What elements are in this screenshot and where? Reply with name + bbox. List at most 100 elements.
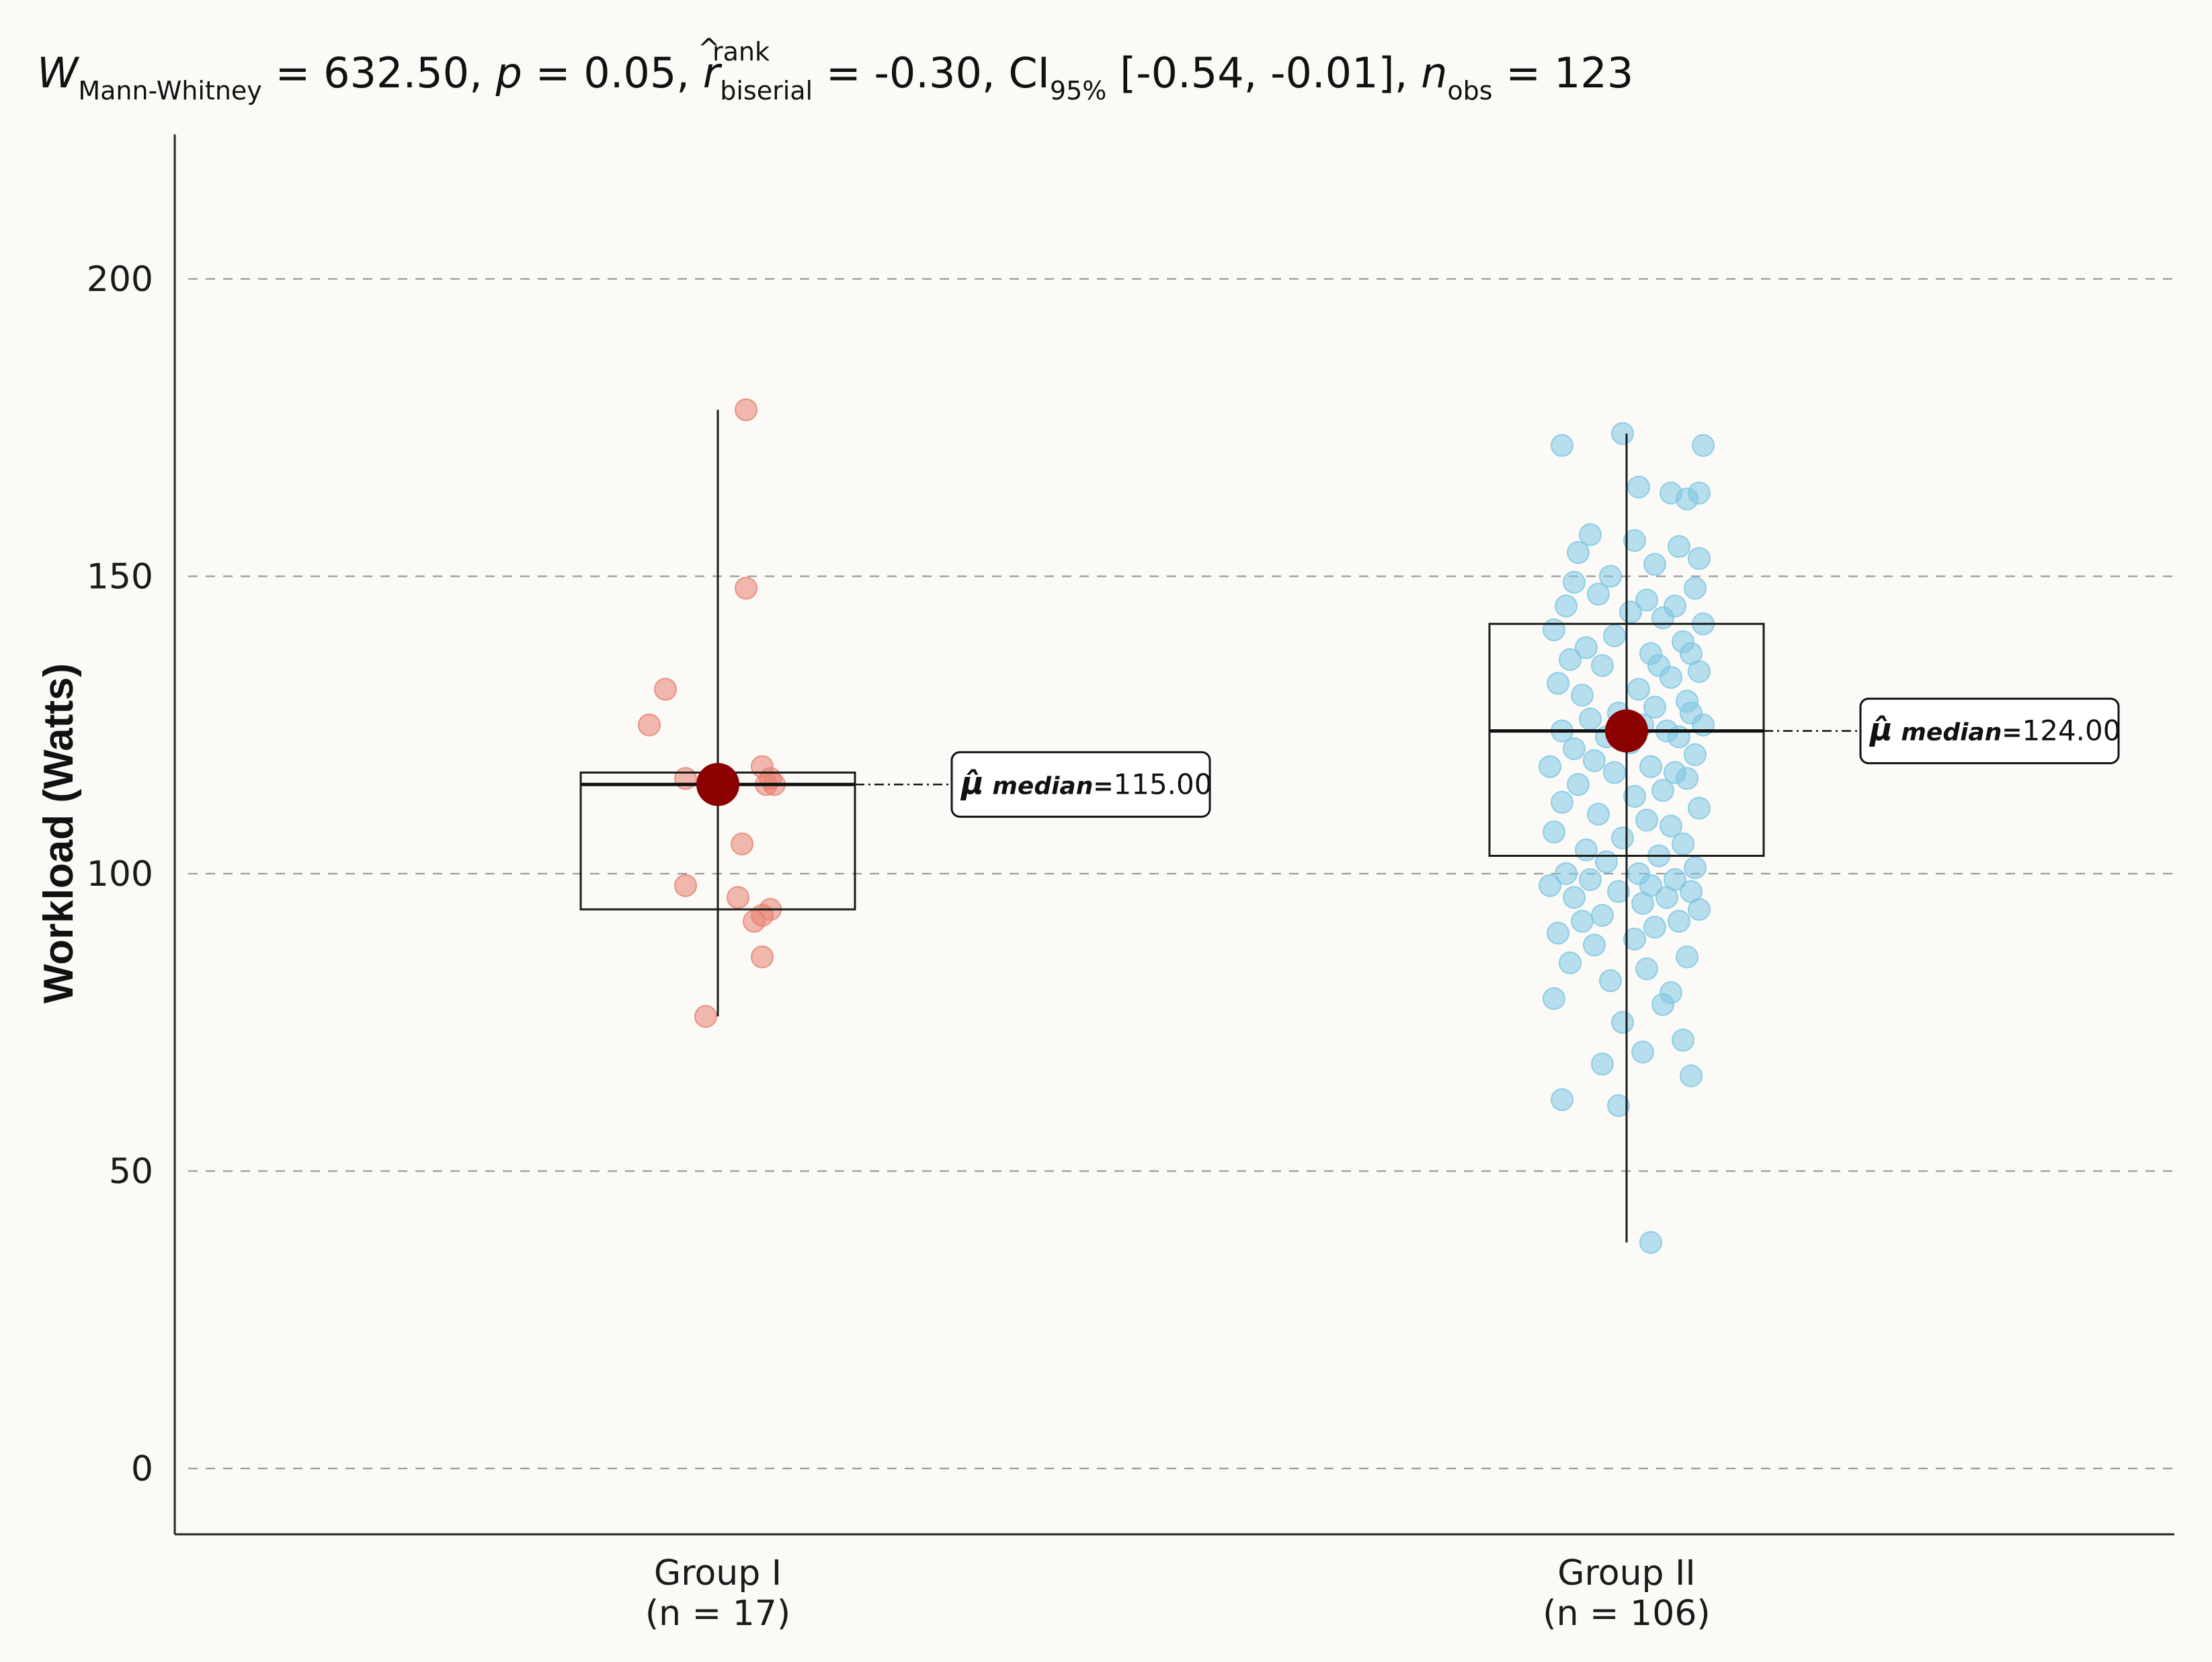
- x-label-group-2-n: (n = 106): [1543, 1593, 1710, 1634]
- data-point: [735, 398, 757, 421]
- data-point: [1607, 880, 1630, 903]
- data-point: [1567, 773, 1590, 796]
- title-n-sub: obs: [1447, 76, 1492, 106]
- data-point: [1595, 850, 1618, 874]
- data-point: [1611, 1011, 1634, 1034]
- data-point: [1559, 648, 1582, 671]
- data-point: [1635, 808, 1658, 832]
- median-marker: [1605, 709, 1648, 753]
- data-point: [1627, 677, 1650, 701]
- data-point: [1599, 565, 1622, 588]
- plot-groups: μ̂ median=115.00 μ̂ median=124.00: [579, 398, 2121, 1254]
- data-point: [1651, 606, 1674, 630]
- x-label-group-1-n: (n = 17): [645, 1593, 790, 1634]
- data-point: [1623, 927, 1646, 951]
- group-1: μ̂ median=115.00: [579, 398, 1212, 1028]
- data-point: [1684, 856, 1707, 880]
- data-point: [1635, 957, 1658, 981]
- data-point: [1619, 600, 1642, 624]
- data-point: [1623, 529, 1646, 552]
- data-point: [1575, 636, 1598, 659]
- data-point: [1559, 951, 1582, 974]
- median-label-box: [950, 751, 1211, 818]
- title-ci-symbol: CI: [1008, 48, 1050, 97]
- data-point: [1591, 903, 1614, 927]
- data-point: [1563, 886, 1586, 909]
- y-tick-label-200: 200: [87, 259, 153, 300]
- data-point: [1543, 821, 1565, 844]
- data-point: [1676, 767, 1698, 790]
- data-point: [1611, 826, 1634, 849]
- title-r-sub: biserial: [720, 76, 813, 106]
- data-point: [751, 945, 774, 968]
- title-ci-value: [-0.54, -0.01],: [1106, 48, 1421, 97]
- y-axis-label: Workload (Watts): [36, 663, 82, 1003]
- data-point: [1579, 707, 1602, 731]
- title-r-value: = -0.30,: [813, 48, 1008, 97]
- data-point: [1684, 743, 1707, 766]
- title-p-value: = 0.05,: [522, 48, 703, 97]
- data-point: [1567, 541, 1590, 565]
- data-point: [1551, 1088, 1573, 1112]
- data-point: [1688, 898, 1711, 921]
- title-n-symbol: n: [1421, 48, 1447, 97]
- data-point: [654, 677, 677, 701]
- data-point: [638, 713, 661, 737]
- x-label-group-1: Group I: [654, 1553, 782, 1593]
- data-point: [1547, 671, 1569, 695]
- data-point: [1603, 624, 1626, 647]
- title-p-symbol: p: [495, 48, 522, 97]
- title-n-value: = 123: [1493, 48, 1634, 97]
- stats-title: WMann-Whitney = 632.50, p = 0.05, rbiser…: [37, 48, 1633, 106]
- data-point: [1571, 683, 1594, 707]
- title-w-symbol: W: [37, 48, 80, 97]
- data-point: [1688, 660, 1711, 683]
- data-point: [1539, 755, 1561, 778]
- data-point: [1539, 874, 1561, 897]
- data-point: [1555, 862, 1578, 885]
- data-point: [1551, 433, 1573, 457]
- title-r-sup: rank: [712, 37, 770, 67]
- data-point: [1571, 909, 1594, 933]
- data-point: [1599, 969, 1622, 993]
- median-label: μ̂ median=124.00: [1869, 712, 2121, 748]
- data-point: [1591, 654, 1614, 677]
- data-point: [1563, 737, 1586, 761]
- data-point: [1692, 433, 1715, 457]
- data-point: [1611, 422, 1634, 446]
- data-point: [1591, 1052, 1614, 1076]
- data-point: [1603, 761, 1626, 784]
- data-point: [1668, 535, 1690, 558]
- data-point: [1579, 523, 1602, 546]
- data-point: [1579, 868, 1602, 891]
- data-point: [1643, 915, 1666, 939]
- data-point: [1575, 838, 1598, 862]
- data-point: [1668, 909, 1690, 933]
- data-point: [1627, 475, 1650, 499]
- y-axis-ticks: 0 50 100 150 200: [87, 259, 153, 1489]
- median-label-box: [1859, 698, 2120, 765]
- data-point: [1547, 921, 1569, 945]
- title-r-hat: ^: [698, 34, 721, 65]
- data-point: [1587, 583, 1610, 606]
- data-point: [674, 874, 697, 897]
- data-point: [1676, 945, 1698, 968]
- y-tick-label-0: 0: [131, 1449, 153, 1489]
- data-point: [727, 886, 749, 909]
- data-point: [1660, 665, 1682, 689]
- data-point: [1631, 1040, 1654, 1064]
- title-ci-sub: 95%: [1050, 76, 1106, 106]
- data-point: [743, 909, 766, 933]
- data-point: [1587, 802, 1610, 826]
- data-point: [694, 1005, 717, 1028]
- title-w-value: = 632.50,: [262, 48, 496, 97]
- data-point: [1583, 933, 1606, 957]
- data-point: [1660, 815, 1682, 838]
- data-point: [1655, 886, 1678, 909]
- data-point: [1543, 987, 1565, 1010]
- data-point: [1551, 790, 1573, 814]
- data-point: [1555, 594, 1578, 618]
- data-point: [1672, 832, 1694, 856]
